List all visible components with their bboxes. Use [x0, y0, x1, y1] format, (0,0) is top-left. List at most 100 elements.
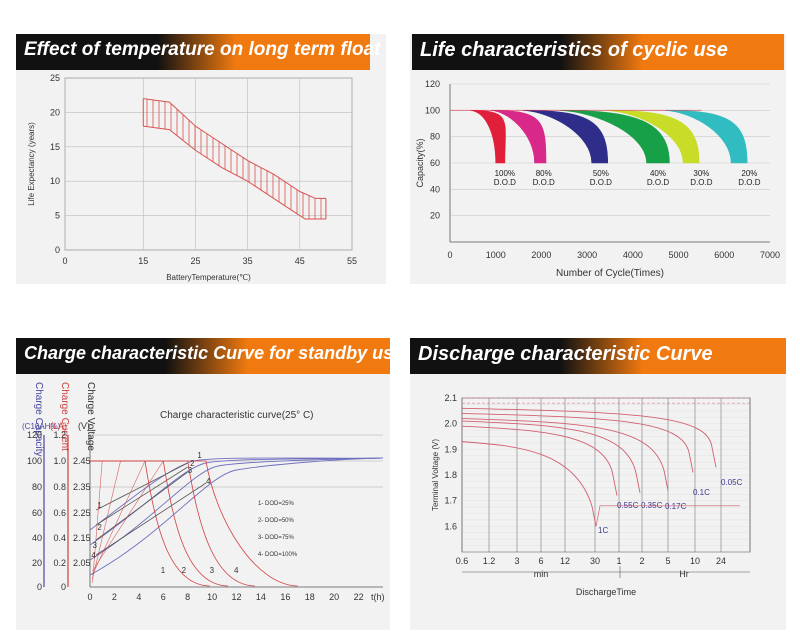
- y-tick-label: 1.9: [444, 444, 457, 454]
- voltage-curve-1: [95, 462, 188, 511]
- x-tick-label: 0.6: [456, 556, 469, 566]
- x-tick-label: 3: [514, 556, 519, 566]
- capacity-series-label: 1: [97, 501, 102, 510]
- x-tick-label: 6000: [714, 250, 734, 260]
- x-tick-label: 0: [447, 250, 452, 260]
- dod-pct-label: 80%: [536, 169, 552, 178]
- current-rise-4: [92, 460, 164, 572]
- x-tick-label: 5000: [669, 250, 689, 260]
- capacity-tick-label: 120: [27, 430, 42, 440]
- y-tick-label: 20: [50, 107, 60, 117]
- y-tick-label: 100: [425, 105, 440, 115]
- legend-entry: 1- DOD=25%: [258, 501, 295, 507]
- panel-float-life: [16, 34, 386, 284]
- current-series-label: 4: [234, 566, 239, 575]
- x-tick-label: 24: [716, 556, 726, 566]
- discharge-curve-2: [461, 420, 641, 494]
- y-tick-label: 15: [50, 142, 60, 152]
- current-tick-label: 0.2: [53, 558, 66, 568]
- current-unit: (LA): [50, 421, 67, 431]
- panel-cyclic-life-title: Life characteristics of cyclic use: [420, 39, 728, 61]
- voltage-curve-4: [95, 482, 207, 556]
- x-tick-label: 1000: [486, 250, 506, 260]
- x-tick-label: 8: [185, 592, 190, 602]
- x-tick-label: 22: [354, 592, 364, 602]
- x-axis-label: BatteryTemperature(℃): [166, 273, 251, 282]
- x-tick-label: 4000: [623, 250, 643, 260]
- y-tick-label: 25: [50, 73, 60, 83]
- dod-label: D.O.D: [494, 178, 516, 187]
- legend-entry: 3- DOD=75%: [258, 535, 295, 541]
- voltage-series-label: 2: [190, 459, 195, 468]
- panel-discharge-banner: Discharge characteristic Curve: [410, 338, 786, 374]
- panel-charge-banner: Charge characteristic Curve for standby …: [16, 338, 403, 374]
- x-tick-label: 2: [639, 556, 644, 566]
- cycle-curve-50: [523, 110, 609, 164]
- cycle-curve-40: [559, 110, 670, 164]
- chart-charge: Charge Capacity Charge Current Charge Volt…: [22, 382, 385, 602]
- panel-cyclic-life-banner: Life characteristics of cyclic use: [412, 34, 784, 70]
- current-tick-label: 0: [61, 582, 66, 592]
- dod-label: D.O.D: [738, 178, 760, 187]
- y-tick-label: 10: [50, 176, 60, 186]
- current-rise-2: [92, 460, 121, 580]
- capacity-series-label: 4: [91, 551, 96, 560]
- panel-discharge: [410, 338, 786, 630]
- capacity-tick-label: 20: [32, 558, 42, 568]
- voltage-curve-2: [95, 466, 188, 526]
- discharge-curve-3: [461, 418, 669, 491]
- y-tick-label: 40: [430, 184, 440, 194]
- x-tick-label: 1.2: [483, 556, 496, 566]
- y-tick-label: 1.7: [444, 496, 457, 506]
- x-tick-label: 15: [138, 256, 148, 266]
- x-tick-label: 18: [305, 592, 315, 602]
- dod-pct-label: 50%: [593, 169, 609, 178]
- x-tick-label: 5: [665, 556, 670, 566]
- chart-cyclic-life: 20 40 60 80 100 120 0 1000 2000 3000 4000 5000 6000 7…: [415, 79, 780, 279]
- dod-label: D.O.D: [533, 178, 555, 187]
- end-voltage-path: [595, 505, 740, 527]
- y-tick-label: 120: [425, 79, 440, 89]
- capacity-curve-1: [89, 457, 384, 531]
- y-tick-label: 5: [55, 211, 60, 221]
- x-tick-label: 35: [243, 256, 253, 266]
- x-tick-label: 7000: [760, 250, 780, 260]
- capacity-header: Charge Capacity: [33, 382, 44, 456]
- capacity-tick-label: 0: [37, 582, 42, 592]
- voltage-tick-label: 2.25: [73, 508, 91, 518]
- x-tick-label: 1: [616, 556, 621, 566]
- x-tick-label: 16: [280, 592, 290, 602]
- current-curve-4: [205, 460, 298, 587]
- capacity-curve-4: [89, 457, 384, 576]
- dod-pct-label: 100%: [495, 169, 515, 178]
- chart-discharge: 1.61.71.81.92.02.10.6 1.2 3 6 12 30 1 2 5 10 24min…: [431, 393, 751, 597]
- current-tick-label: 0.4: [53, 533, 66, 543]
- life-lower-line: [143, 125, 326, 220]
- voltage-series-label: 3: [188, 466, 193, 475]
- x-tick-label: 55: [347, 256, 357, 266]
- x-axis-label: DischargeTime: [576, 587, 636, 597]
- x-tick-label: 10: [207, 592, 217, 602]
- y-tick-label: 1.8: [444, 470, 457, 480]
- life-band-area: [143, 98, 326, 220]
- x-tick-label: 2000: [531, 250, 551, 260]
- y-axis-label: Life Expectancy (years): [27, 122, 36, 206]
- y-axis-label: Capacity(%): [415, 138, 425, 187]
- x-tick-label: 20: [329, 592, 339, 602]
- x-tick-label: 45: [295, 256, 305, 266]
- unit-hr-label: Hr: [679, 569, 689, 579]
- x-tick-label: 6: [538, 556, 543, 566]
- x-tick-label: 12: [560, 556, 570, 566]
- x-tick-label: 0: [87, 592, 92, 602]
- discharge-rate-label: 0.05C: [721, 478, 743, 487]
- capacity-tick-label: 80: [32, 482, 42, 492]
- dod-label: D.O.D: [647, 178, 669, 187]
- discharge-curve-4: [461, 412, 694, 473]
- capacity-tick-label: 40: [32, 533, 42, 543]
- capacity-tick-label: 60: [32, 508, 42, 518]
- dod-label: D.O.D: [690, 178, 712, 187]
- current-series-label: 3: [210, 566, 215, 575]
- life-upper-line: [143, 98, 326, 199]
- discharge-curve-5: [461, 407, 717, 468]
